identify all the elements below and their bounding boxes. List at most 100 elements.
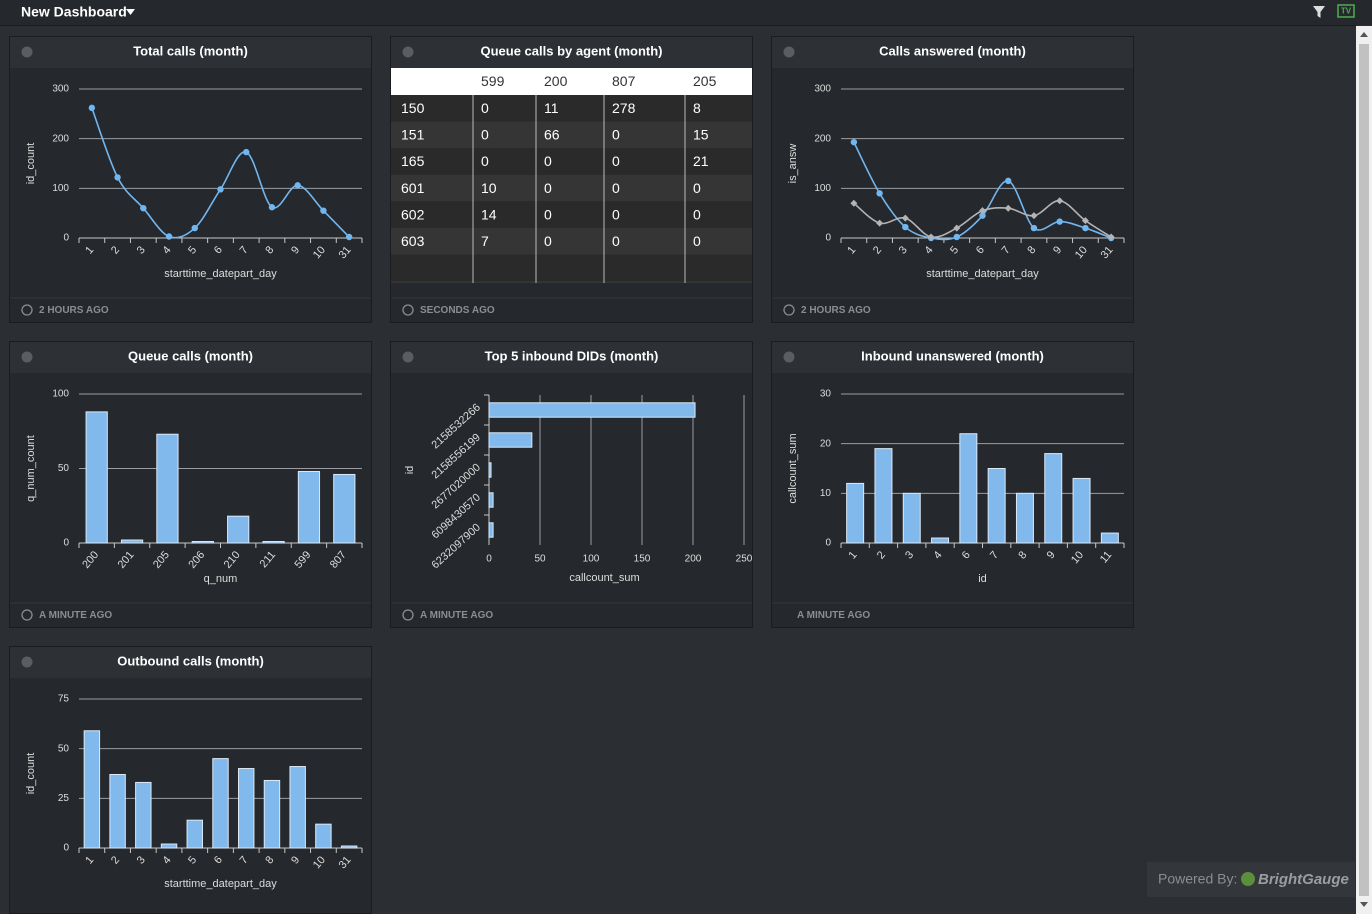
bar xyxy=(289,766,306,849)
table-cell: 0 xyxy=(544,180,552,196)
point xyxy=(901,214,909,222)
table-cell: 0 xyxy=(481,153,489,169)
point xyxy=(1030,224,1038,232)
y-tick-label: 75 xyxy=(58,694,70,705)
y-tick-label: 100 xyxy=(52,389,69,400)
y-tick-label: 200 xyxy=(814,133,831,144)
widget-title: Inbound unanswered (month) xyxy=(861,348,1044,363)
table-cell: 0 xyxy=(544,233,552,249)
x-tick-label: 150 xyxy=(634,554,651,565)
table-cell: 0 xyxy=(612,206,620,222)
bar xyxy=(135,781,152,849)
bar xyxy=(227,515,250,544)
y-axis-label: q_num_count xyxy=(25,435,37,502)
x-axis-label: starttime_datepart_day xyxy=(164,878,277,890)
point xyxy=(165,233,173,240)
point xyxy=(979,207,986,215)
bar xyxy=(987,468,1006,544)
point xyxy=(114,174,121,181)
point xyxy=(902,223,909,231)
y-tick-label: 100 xyxy=(814,183,831,194)
info-icon[interactable] xyxy=(402,46,414,58)
info-icon[interactable] xyxy=(402,351,414,363)
y-axis-label: id xyxy=(404,466,416,475)
bar xyxy=(333,473,356,544)
clock-icon xyxy=(21,304,33,316)
row-label: 151 xyxy=(401,127,425,143)
point xyxy=(1030,212,1038,220)
y-tick-label: 300 xyxy=(52,84,69,95)
y-tick-label: 200 xyxy=(52,133,69,144)
widget-header xyxy=(391,342,752,373)
table-header xyxy=(391,68,752,95)
x-tick-label: 50 xyxy=(534,554,546,565)
clock-icon xyxy=(402,304,414,316)
y-tick-label: 0 xyxy=(63,538,69,549)
widget-title: Total calls (month) xyxy=(133,43,248,58)
clock-icon xyxy=(21,609,33,621)
widget-title: Queue calls by agent (month) xyxy=(480,43,662,58)
widget-header xyxy=(391,37,752,68)
widget: Top 5 inbound DIDs (month) 0 50 100 150 200 25… xyxy=(390,341,753,628)
bar xyxy=(297,470,321,544)
point xyxy=(217,186,224,193)
point xyxy=(268,204,276,211)
column-header: 807 xyxy=(612,73,636,89)
x-axis-label: starttime_datepart_day xyxy=(926,268,1039,280)
powered-by-label: Powered By: xyxy=(1158,871,1237,887)
bar xyxy=(262,541,285,544)
dashboard-title[interactable]: New Dashboard xyxy=(21,4,127,20)
widget-title: Calls answered (month) xyxy=(879,43,1026,58)
row-label: 165 xyxy=(401,153,425,169)
table-row xyxy=(391,95,752,122)
info-icon[interactable] xyxy=(21,46,33,58)
bar xyxy=(874,448,893,544)
updated-label: SECONDS AGO xyxy=(420,305,495,316)
scrollbar-thumb[interactable] xyxy=(1359,44,1369,896)
bar xyxy=(120,539,144,544)
bar xyxy=(156,433,179,544)
point xyxy=(876,219,884,227)
table-row xyxy=(391,148,752,175)
table-row xyxy=(391,228,752,255)
x-tick-label: 250 xyxy=(736,554,753,565)
point xyxy=(953,224,961,232)
bar xyxy=(846,482,865,544)
y-tick-label: 25 xyxy=(58,793,70,804)
bar xyxy=(1072,477,1091,544)
y-tick-label: 0 xyxy=(63,233,69,244)
widget-panel xyxy=(390,341,753,628)
column-header: 599 xyxy=(481,73,505,89)
point xyxy=(320,207,327,214)
info-icon[interactable] xyxy=(21,656,33,668)
filter-icon[interactable] xyxy=(1313,6,1325,18)
dropdown-caret[interactable] xyxy=(126,9,135,15)
info-icon[interactable] xyxy=(783,46,795,58)
x-axis-label: starttime_datepart_day xyxy=(164,268,277,280)
table-cell: 0 xyxy=(693,180,701,196)
widget-header xyxy=(10,37,371,68)
table-cell: 14 xyxy=(481,206,497,222)
info-icon[interactable] xyxy=(783,351,795,363)
point xyxy=(850,199,858,207)
bar xyxy=(1100,532,1119,544)
bar xyxy=(488,402,696,418)
point xyxy=(1082,224,1089,232)
bar xyxy=(959,433,978,544)
bar xyxy=(83,730,101,849)
y-tick-label: 300 xyxy=(814,84,831,95)
row-label: 603 xyxy=(401,233,425,249)
row-label: 602 xyxy=(401,206,425,222)
table-cell: 0 xyxy=(544,153,552,169)
widget-panel xyxy=(9,36,372,323)
point xyxy=(191,224,198,232)
clock-icon xyxy=(402,609,414,621)
bar xyxy=(488,522,494,538)
bar xyxy=(488,462,492,478)
info-icon[interactable] xyxy=(21,351,33,363)
y-tick-label: 100 xyxy=(52,183,69,194)
tv-icon[interactable] xyxy=(1337,4,1355,18)
